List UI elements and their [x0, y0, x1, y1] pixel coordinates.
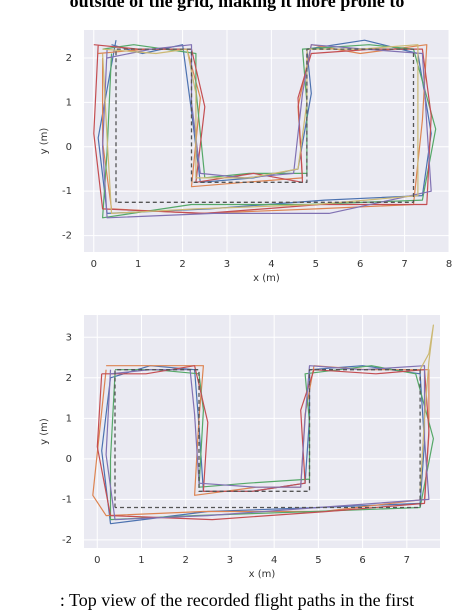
x-tick-label: 6 — [359, 555, 365, 566]
y-tick-label: 1 — [66, 413, 72, 424]
y-tick-label: 2 — [66, 53, 72, 64]
x-tick-label: 4 — [271, 555, 277, 566]
x-tick-label: 4 — [268, 259, 274, 270]
y-tick-label: -2 — [62, 231, 72, 242]
y-tick-label: 2 — [66, 373, 72, 384]
trajectory — [105, 365, 430, 521]
x-tick-label: 8 — [446, 259, 452, 270]
plot-area — [84, 30, 449, 252]
trajectory — [96, 365, 430, 521]
x-tick-label: 1 — [135, 259, 141, 270]
y-tick-label: 0 — [66, 454, 72, 465]
y-axis-label: y (m) — [39, 128, 50, 155]
x-tick-label: 3 — [227, 555, 233, 566]
caption: : Top view of the recorded flight paths … — [60, 590, 414, 610]
y-tick-label: -1 — [62, 494, 72, 505]
trajectory — [419, 324, 434, 492]
reference-path — [114, 369, 421, 509]
x-tick-label: 2 — [183, 555, 189, 566]
y-tick-label: 1 — [66, 97, 72, 108]
x-tick-label: 7 — [401, 259, 407, 270]
x-tick-label: 0 — [94, 555, 100, 566]
x-tick-label: 5 — [313, 259, 319, 270]
x-tick-label: 2 — [179, 259, 185, 270]
x-axis-label: x (m) — [249, 569, 276, 580]
y-tick-label: -1 — [62, 186, 72, 197]
x-tick-label: 5 — [315, 555, 321, 566]
x-tick-label: 7 — [404, 555, 410, 566]
trajectory — [93, 44, 432, 214]
y-axis-label: y (m) — [39, 418, 50, 445]
x-tick-label: 6 — [357, 259, 363, 270]
y-tick-label: 3 — [66, 332, 72, 343]
y-tick-label: 0 — [66, 142, 72, 153]
x-tick-label: 0 — [91, 259, 97, 270]
x-tick-label: 1 — [138, 555, 144, 566]
x-tick-label: 3 — [224, 259, 230, 270]
x-axis-label: x (m) — [253, 273, 280, 284]
reference-path — [115, 48, 415, 203]
header-text: outside of the grid, making it more pron… — [70, 0, 405, 11]
trajectory — [102, 44, 432, 219]
y-tick-label: -2 — [62, 535, 72, 546]
